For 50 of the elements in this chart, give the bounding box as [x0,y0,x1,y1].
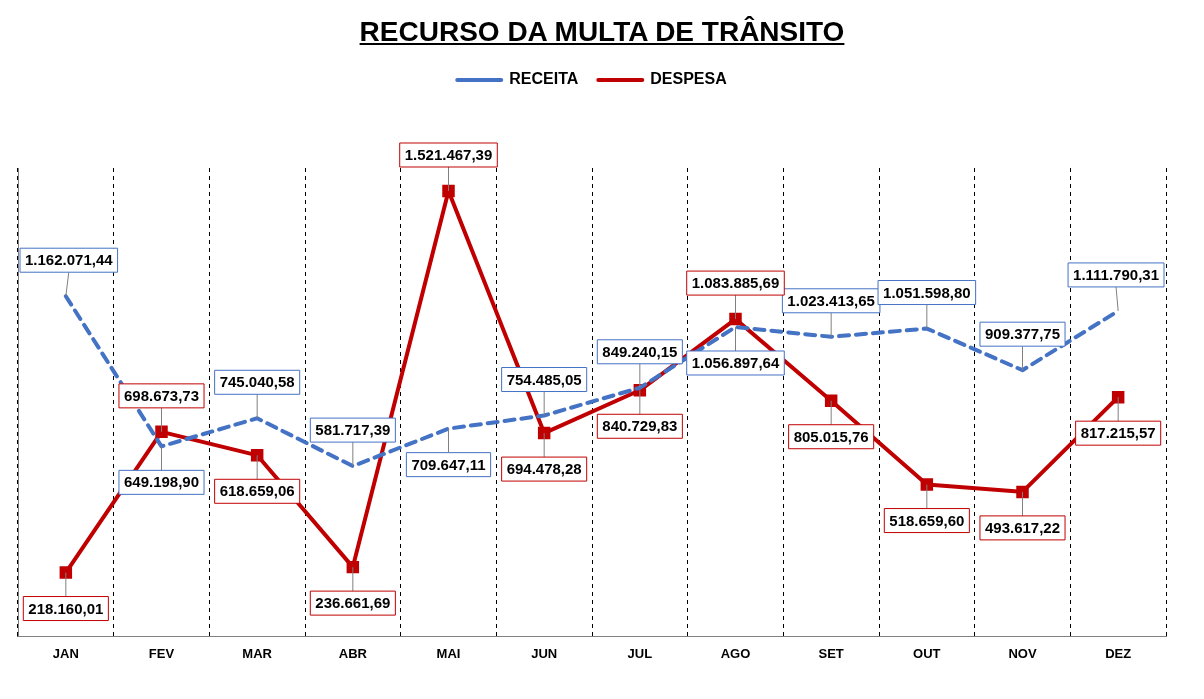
x-tick-label: MAI [436,645,461,661]
data-label: 1.521.467,39 [404,146,493,164]
x-tick-label: DEZ [1105,645,1132,661]
data-label: 805.015,76 [793,427,869,445]
x-tick-label: MAR [242,645,273,661]
data-label: 618.659,06 [219,482,295,500]
point [920,478,934,491]
data-label: 236.661,69 [315,594,391,612]
data-label: 581.717,39 [315,421,391,439]
x-tick-label: JUL [627,645,653,661]
data-label: 1.083.885,69 [691,274,780,292]
data-label: 694.478,28 [506,460,582,478]
data-label: 518.659,60 [889,511,965,529]
point [346,560,360,574]
data-label: 493.617,22 [984,519,1061,537]
point [824,394,838,407]
x-tick-label: OUT [913,645,941,661]
x-tick-label: JUN [531,645,558,661]
data-label: 1.023.413,65 [787,291,875,309]
x-tick-label: ABR [338,645,368,661]
x-tick-label: AGO [720,645,751,661]
data-label: 709.647,11 [411,455,486,473]
point [250,449,264,462]
data-label: 1.111.790,31 [1073,266,1159,284]
data-label: 649.198,90 [123,473,200,491]
data-label: 754.485,05 [506,370,582,388]
data-label: 1.056.897,64 [691,354,780,372]
point [1016,485,1029,499]
legend-label: RECEITA [509,70,579,88]
point [155,425,168,439]
data-label: 1.162.071,44 [24,251,114,269]
x-tick-label: JAN [52,645,79,661]
x-tick-label: FEV [148,645,175,661]
data-label: 745.040,58 [219,373,295,391]
point [1111,390,1125,404]
data-label: 840.729,83 [602,417,678,435]
point [729,312,742,326]
point [537,426,551,440]
data-label: 909.377,75 [984,325,1061,343]
data-label: 698.673,73 [123,387,200,404]
point [59,566,73,579]
x-tick-label: NOV [1008,645,1037,661]
data-label: 849.240,15 [602,342,678,360]
data-label: 218.160,01 [28,599,104,617]
data-label: 1.051.598,80 [883,283,971,301]
point [442,184,455,198]
legend-label: DESPESA [650,70,728,88]
data-label: 817.215,57 [1080,424,1156,442]
chart-title: RECURSO DA MULTA DE TRÂNSITO [358,16,846,48]
x-tick-label: SET [818,645,844,661]
